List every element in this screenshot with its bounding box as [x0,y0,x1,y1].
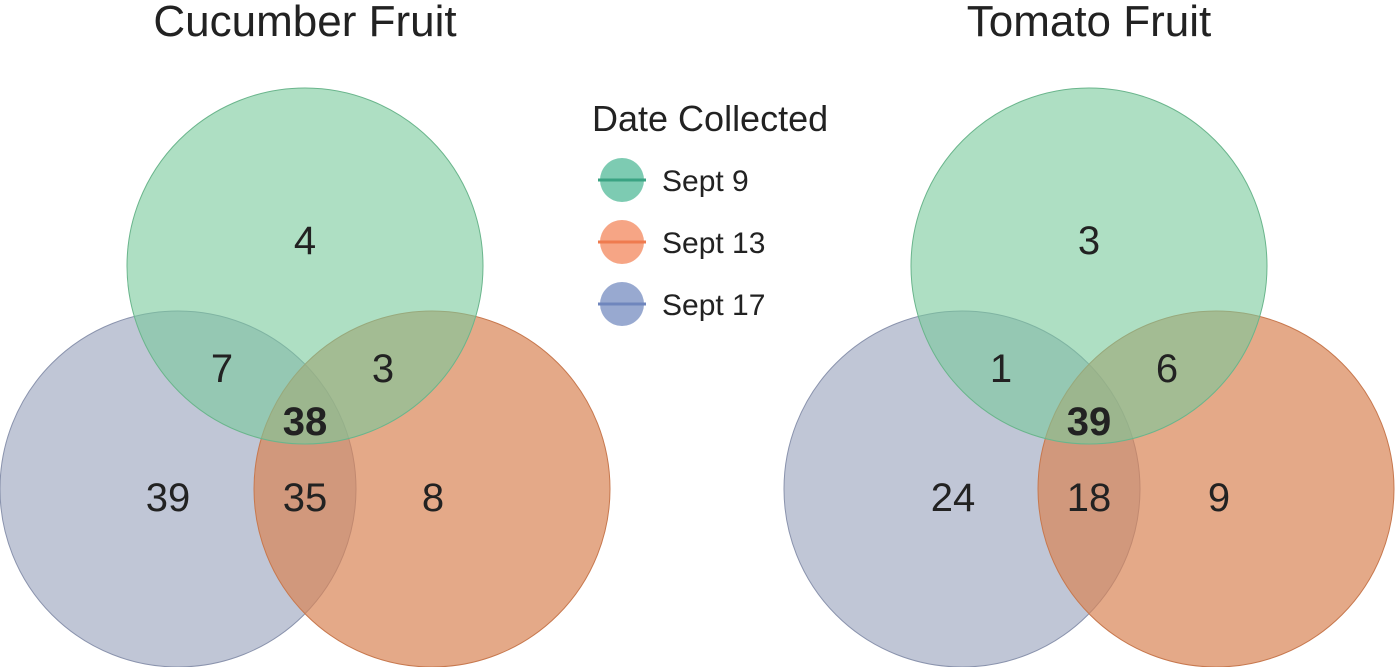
region-sept9-sept17-tomato: 1 [990,347,1012,391]
venn-tomato: Tomato Fruit 3 1 6 39 24 18 9 [783,0,1395,667]
region-sept9-only-tomato: 3 [1078,219,1100,263]
legend-label-sept9: Sept 9 [662,165,749,198]
circle-sept9-tomato [910,87,1268,445]
legend-item-sept17: Sept 17 [598,282,765,326]
legend-label-sept17: Sept 17 [662,289,765,322]
venn-title-cucumber: Cucumber Fruit [153,0,456,46]
legend: Date Collected Sept 9 Sept 13 Sept 17 [592,98,828,326]
region-sept17-only-tomato: 24 [931,476,976,520]
legend-label-sept13: Sept 13 [662,227,765,260]
region-all-three-tomato: 39 [1067,400,1112,444]
venn-cucumber: Cucumber Fruit 4 7 3 38 39 35 8 [0,0,611,667]
region-sept17-only-cucumber: 39 [146,476,191,520]
region-sept9-sept13-tomato: 6 [1156,347,1178,391]
region-sept13-sept17-cucumber: 35 [283,476,328,520]
region-sept13-only-cucumber: 8 [422,476,444,520]
region-sept9-only-cucumber: 4 [294,219,316,263]
venn-title-tomato: Tomato Fruit [967,0,1212,46]
legend-title: Date Collected [592,98,828,139]
legend-item-sept9: Sept 9 [598,158,749,202]
region-sept9-sept13-cucumber: 3 [372,347,394,391]
region-sept13-sept17-tomato: 18 [1067,476,1112,520]
region-sept13-only-tomato: 9 [1208,476,1230,520]
region-all-three-cucumber: 38 [283,400,328,444]
circle-sept9-cucumber [126,87,484,445]
region-sept9-sept17-cucumber: 7 [211,347,233,391]
legend-item-sept13: Sept 13 [598,220,765,264]
